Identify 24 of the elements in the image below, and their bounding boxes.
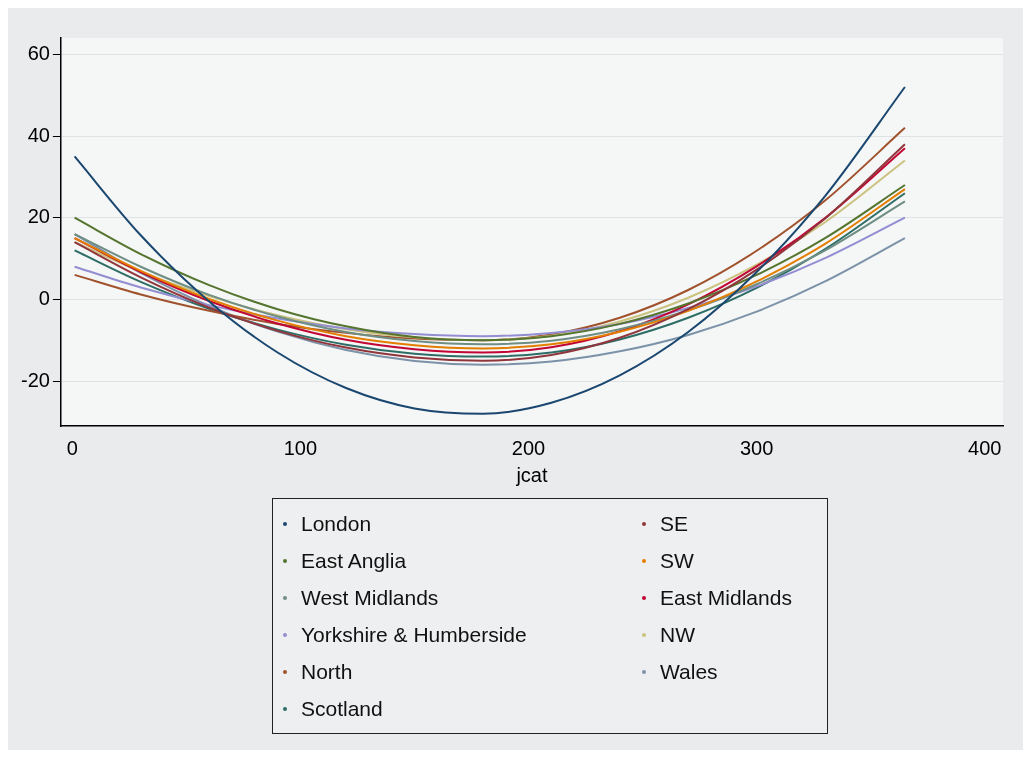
x-tick-label: 0 xyxy=(66,436,78,459)
legend-label: SW xyxy=(660,548,694,573)
x-tick-label: 300 xyxy=(739,436,774,459)
legend-label: West Midlands xyxy=(301,585,439,610)
legend-label: East Midlands xyxy=(660,585,792,610)
y-tick-label: 60 xyxy=(27,41,50,64)
y-tick-label: 0 xyxy=(38,286,50,309)
x-tick-label: 200 xyxy=(511,436,546,459)
legend-label: North xyxy=(301,659,353,684)
legend-label: East Anglia xyxy=(301,548,407,573)
y-tick-label: 20 xyxy=(27,205,50,228)
line-series xyxy=(73,86,906,415)
y-tick-label: -20 xyxy=(21,368,50,391)
legend-label: Scotland xyxy=(301,696,383,721)
line-series xyxy=(73,216,906,338)
x-tick-label: 100 xyxy=(283,436,318,459)
legend-label: SE xyxy=(660,511,689,536)
legend-label: Wales xyxy=(660,659,718,684)
legend-label: London xyxy=(301,511,372,536)
x-axis-title: jcat xyxy=(515,463,548,486)
legend-label: Yorkshire & Humberside xyxy=(301,622,527,647)
y-tick-label: 40 xyxy=(27,123,50,146)
x-tick-label: 400 xyxy=(968,436,1002,459)
legend-label: NW xyxy=(660,622,695,647)
